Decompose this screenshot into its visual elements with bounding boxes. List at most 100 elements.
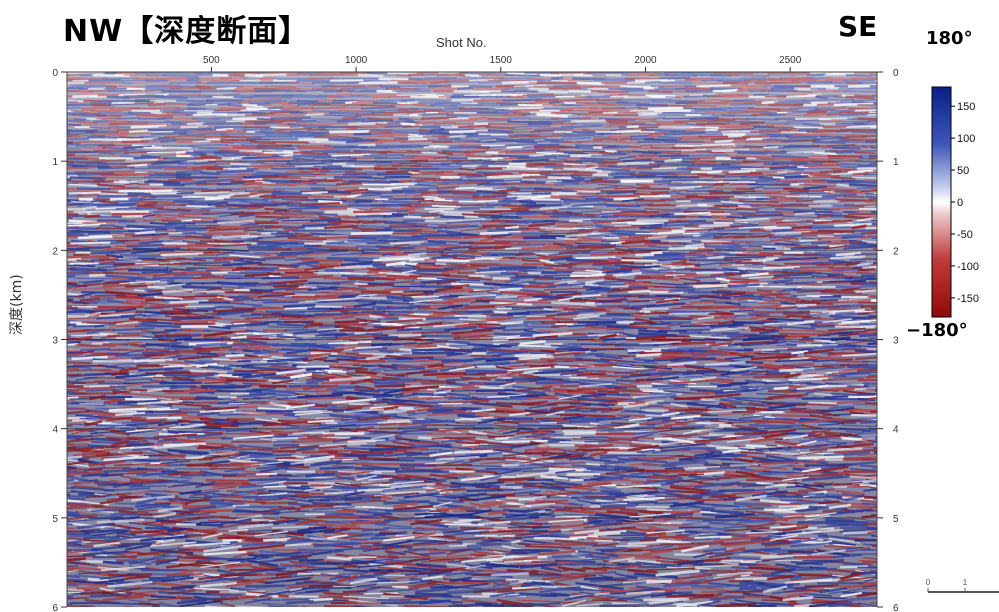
seismic-reflector [875,138,877,141]
seismic-reflector [896,251,917,253]
seismic-reflector [889,206,917,207]
seismic-reflector [47,298,63,300]
seismic-reflector [888,180,925,182]
seismic-reflector [883,268,912,270]
seismic-reflector [883,255,918,257]
seismic-reflector [896,365,924,366]
seismic-reflector [888,199,920,200]
seismic-reflector [893,375,913,378]
seismic-reflector [882,290,903,292]
seismic-reflector [879,86,904,87]
seismic-reflector [888,314,924,316]
seismic-reflector [885,324,908,325]
seismic-reflector [894,270,908,271]
seismic-reflector [893,211,915,212]
seismic-reflector [888,311,920,312]
seismic-reflector [881,134,915,135]
seismic-reflector [880,151,903,152]
seismic-reflector [881,105,899,106]
seismic-reflector [874,396,877,399]
seismic-reflector [47,130,67,131]
seismic-reflector [878,229,915,230]
seismic-reflector [878,171,915,172]
seismic-reflector [47,200,66,201]
seismic-reflector [885,414,911,415]
seismic-reflector [47,82,67,83]
seismic-reflector [897,155,917,156]
seismic-reflector [47,111,63,112]
seismic-reflector [876,87,877,90]
seismic-reflector [47,232,65,234]
seismic-reflector [893,280,922,282]
seismic-reflector [887,166,911,167]
seismic-reflector [887,114,910,115]
seismic-reflector [897,397,940,401]
seismic-reflector [47,391,65,393]
seismic-reflector [888,287,924,289]
seismic-reflector [885,349,921,352]
seismic-reflector [887,214,917,216]
seismic-reflector [893,241,924,242]
seismic-reflector [873,192,877,195]
seismic-reflector [875,151,877,155]
chart-title-left: NW【深度断面】 [63,14,310,49]
colorbar-max-label: 180° [926,28,973,49]
seismic-reflector [889,259,929,260]
seismic-reflector [885,301,924,303]
seismic-reflector [47,396,67,397]
seismic-reflector [895,163,923,164]
seismic-reflector [897,129,932,130]
seismic-reflector [47,205,60,206]
seismic-reflector [47,150,66,151]
seismic-reflector [47,282,64,284]
seismic-reflector [897,91,924,92]
seismic-reflector [67,305,69,308]
seismic-reflector [889,352,925,353]
seismic-reflector [884,284,925,286]
seismic-reflector [889,296,909,297]
seismic-reflector [881,347,912,350]
seismic-reflector [67,260,68,263]
seismic-reflector [895,101,922,102]
colorbar-min-label: −180° [906,320,968,341]
seismic-reflector [893,173,925,174]
x-axis-label: Shot No. [436,35,487,50]
seismic-reflector [897,124,926,125]
seismic-reflector [888,265,930,266]
seismic-reflector [47,95,65,96]
seismic-reflector [886,81,900,82]
seismic-reflector [887,225,916,226]
seismic-reflector [882,399,926,402]
seismic-reflector [892,316,935,319]
seismic-reflector [874,389,877,393]
seismic-reflector [890,410,907,412]
seismic-reflector [888,330,922,331]
seismic-reflector [886,136,920,137]
seismic-reflector [896,361,920,362]
seismic-reflector [878,197,908,199]
seismic-reflector [886,95,918,96]
seismic-reflector [875,365,877,368]
seismic-reflector [47,309,62,312]
seismic-reflector [886,185,924,186]
seismic-reflector [876,176,877,179]
seismic-reflector [879,217,895,218]
seismic-reflector [895,105,921,106]
seismic-reflector [893,327,910,328]
seismic-reflector [878,185,891,187]
seismic-reflector [884,72,919,73]
chart-title-right: SE [838,10,878,43]
seismic-reflector [888,234,925,237]
seismic-reflector [891,217,907,219]
seismic-reflector [896,80,923,81]
seismic-reflector [881,179,904,180]
seismic-reflector [878,91,898,92]
seismic-reflector [886,270,914,273]
seismic-reflector [47,191,66,192]
seismic-reflector [883,383,928,384]
seismic-reflector [67,370,68,372]
seismic-reflector [881,208,895,209]
seismic-reflector [889,301,921,302]
seismic-reflector [883,169,915,170]
